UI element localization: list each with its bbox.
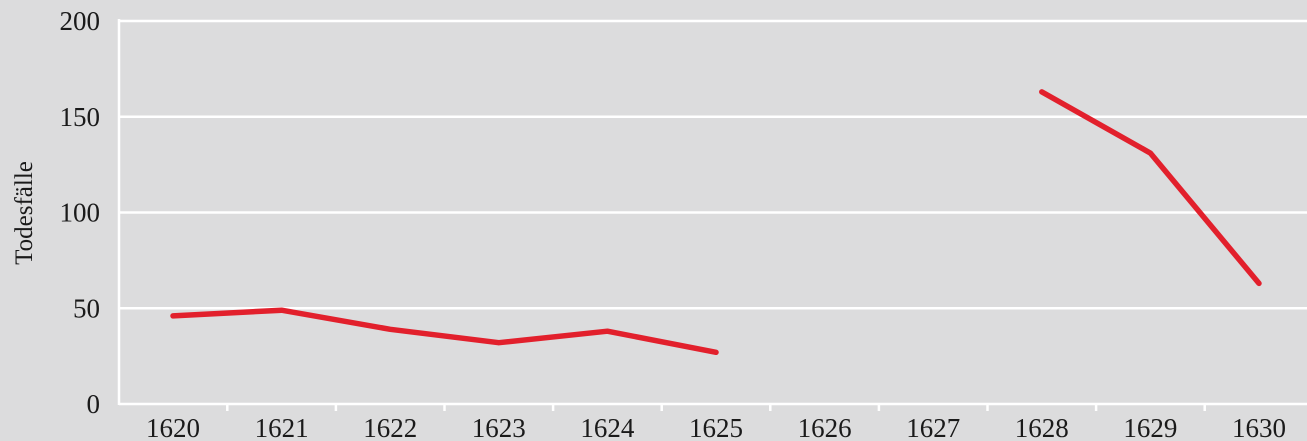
axes: [117, 19, 1307, 411]
y-tick-label-200: 200: [60, 6, 101, 36]
x-tick-label-1628: 1628: [1015, 413, 1069, 441]
y-axis-title: Todesfälle: [11, 161, 38, 265]
y-tick-label-50: 50: [73, 293, 100, 323]
x-tick-label-1626: 1626: [798, 413, 852, 441]
gridlines: [119, 19, 1307, 310]
x-tick-label-1630: 1630: [1232, 413, 1286, 441]
series-lines: [170, 89, 1262, 356]
x-tick-label-1629: 1629: [1123, 413, 1177, 441]
x-tick-label-1621: 1621: [255, 413, 309, 441]
y-tick-label-0: 0: [87, 389, 101, 419]
series-line-segment-1: [170, 307, 719, 356]
y-tick-label-150: 150: [60, 102, 101, 132]
y-tick-labels: 0 50 100 150 200: [60, 6, 101, 419]
x-tick-label-1624: 1624: [580, 413, 635, 441]
x-tick-label-1622: 1622: [363, 413, 417, 441]
x-tick-label-1627: 1627: [906, 413, 960, 441]
y-tick-label-100: 100: [60, 198, 101, 228]
x-tick-label-1623: 1623: [472, 413, 526, 441]
x-tick-label-1620: 1620: [146, 413, 200, 441]
x-tick-labels: 1620 1621 1622 1623 1624 1625 1626 1627 1628 1629…: [146, 413, 1286, 441]
x-tick-label-1625: 1625: [689, 413, 743, 441]
